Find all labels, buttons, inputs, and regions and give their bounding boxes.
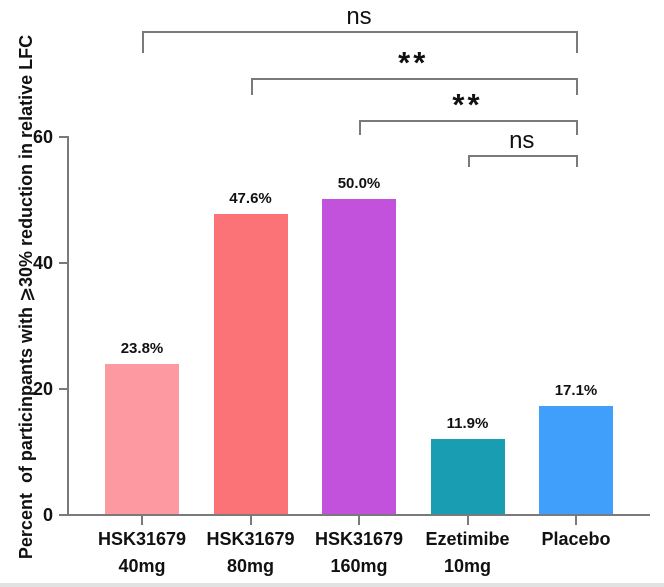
bar-value-label: 11.9% bbox=[446, 415, 489, 433]
category-label-line: HSK31679 bbox=[314, 529, 404, 549]
bar bbox=[430, 439, 505, 514]
significance-bracket-drop-right bbox=[576, 31, 578, 53]
significance-bracket-bar bbox=[359, 120, 578, 122]
category-label: HSK31679 40mg bbox=[86, 526, 198, 580]
y-tick-label: 20 bbox=[32, 379, 53, 399]
bar-value-label: 47.6% bbox=[229, 190, 272, 208]
y-tick-label: 0 bbox=[42, 505, 53, 525]
significance-bracket-drop-left bbox=[467, 155, 470, 167]
significance-bracket-drop-right bbox=[576, 78, 578, 95]
significance-label: ** bbox=[398, 45, 429, 80]
x-axis-line bbox=[67, 514, 650, 516]
y-tick-label: 60 bbox=[32, 127, 53, 147]
category-label: HSK31679 80mg bbox=[195, 526, 307, 580]
category-label-line: HSK31679 bbox=[206, 529, 295, 549]
bar bbox=[539, 406, 613, 514]
y-axis-label: Percent of particinpants with ⩾30% reduc… bbox=[16, 34, 36, 560]
category-label: HSK31679 160mg bbox=[303, 526, 415, 580]
category-label-line: Ezetimibe bbox=[425, 529, 510, 549]
significance-label: ns bbox=[346, 3, 372, 30]
y-axis-line bbox=[67, 136, 69, 516]
y-tick bbox=[59, 136, 67, 138]
significance-bracket-bar bbox=[142, 31, 578, 33]
significance-bracket-bar bbox=[467, 155, 578, 157]
x-tick bbox=[575, 516, 577, 525]
x-tick bbox=[358, 516, 360, 525]
y-tick bbox=[59, 262, 67, 264]
y-tick-label: 40 bbox=[32, 253, 53, 273]
page-bottom-edge bbox=[0, 583, 664, 587]
significance-bracket-drop-right bbox=[576, 155, 578, 167]
significance-bracket-bar bbox=[250, 78, 578, 80]
significance-label: ** bbox=[452, 87, 483, 122]
category-label-line: 40mg bbox=[118, 556, 166, 576]
significance-bracket-drop-right bbox=[576, 120, 578, 135]
y-tick bbox=[59, 388, 67, 390]
category-label: Ezetimibe 10mg bbox=[412, 526, 524, 580]
significance-bracket-drop-left bbox=[142, 31, 144, 53]
bar bbox=[105, 364, 179, 514]
bar-value-label: 17.1% bbox=[554, 382, 598, 400]
y-tick bbox=[59, 514, 67, 516]
bar bbox=[213, 214, 288, 514]
significance-bracket-drop-left bbox=[250, 78, 253, 95]
x-tick bbox=[141, 516, 143, 525]
x-tick bbox=[466, 516, 469, 525]
bar-value-label: 23.8% bbox=[120, 340, 164, 358]
bar bbox=[322, 199, 396, 514]
x-tick bbox=[249, 516, 252, 525]
category-label-line: Placebo bbox=[541, 529, 611, 549]
bar-value-label: 50.0% bbox=[337, 175, 381, 192]
significance-label: ns bbox=[509, 127, 535, 154]
category-label-line: HSK31679 bbox=[97, 529, 187, 549]
category-label-line: 80mg bbox=[226, 556, 275, 576]
category-label-line: 160mg bbox=[330, 556, 388, 576]
category-label: Placebo bbox=[520, 526, 632, 553]
category-label-line: 10mg bbox=[443, 556, 492, 576]
significance-bracket-drop-left bbox=[359, 120, 361, 135]
